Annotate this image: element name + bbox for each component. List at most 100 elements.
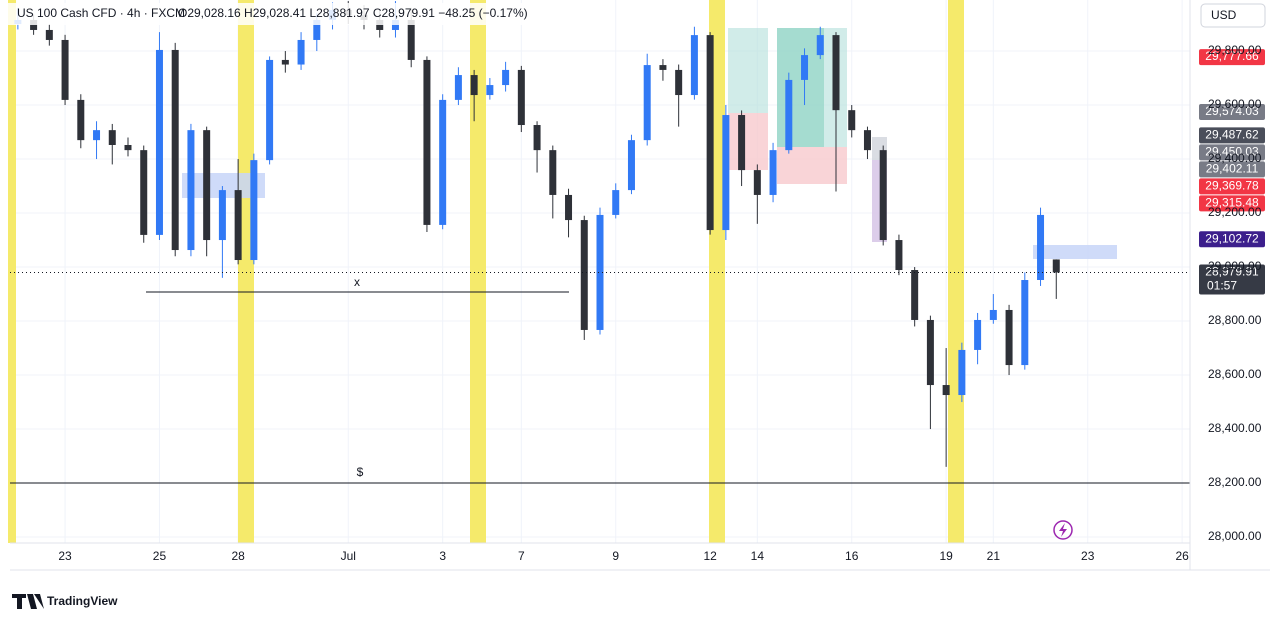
candle-body [989,309,997,320]
candle-body [281,59,289,65]
candle-body [266,59,274,161]
price-label: 29,315.48 [1205,196,1259,210]
session-band [238,0,254,543]
candle-body [895,240,903,271]
price-label-box [1199,161,1265,178]
symbol: US 100 Cash CFD · 4h · FXCM [17,6,185,20]
y-tick-label: 28,600.00 [1208,367,1262,381]
y-tick-label: 29,800.00 [1208,43,1262,57]
x-tick-label: 3 [439,549,446,563]
candle-body [785,79,793,151]
candle-body [297,39,305,65]
candle-body [565,194,573,221]
x-tick-label: 21 [987,549,1001,563]
candle-body [816,35,824,56]
logo[interactable]: TradingView [47,594,118,608]
candle-body [517,69,525,126]
candle-body [832,35,840,111]
x-tick-label: 25 [153,549,167,563]
candle-body [439,99,447,225]
zone [1033,245,1117,259]
price-label: 29,487.62 [1205,128,1259,142]
y-tick-label: 29,000.00 [1208,259,1262,273]
candle-body [533,125,541,151]
price-label: 29,574.03 [1205,104,1259,118]
x-tick-label: 7 [518,549,525,563]
candle-body [407,19,415,60]
candle-body [612,190,620,215]
y-tick-label: 28,400.00 [1208,421,1262,435]
candles [14,1,1060,467]
ohlc: O29,028.16 H29,028.41 L28,881.97 C28,979… [178,6,528,20]
alert-icon[interactable] [1053,520,1073,540]
candle-body [218,190,226,241]
candle-body [313,19,321,40]
candle-body [1005,309,1013,366]
candle-body [958,349,966,396]
price-label: 29,369.78 [1205,179,1259,193]
candle-body [203,130,211,241]
price-label-box [1199,127,1265,144]
candle-body [45,29,53,40]
candle-body [1052,259,1060,273]
currency[interactable]: USD [1211,8,1237,22]
session-band [948,0,964,543]
y-tick-label: 28,200.00 [1208,475,1262,489]
candle-body [1037,214,1045,281]
price-label-box [1199,195,1265,212]
x-tick-label: 19 [939,549,953,563]
stop-zone [728,113,768,170]
candle-body [549,150,557,195]
logo-mark[interactable] [12,594,44,609]
price-label-box [1199,49,1265,66]
candle-body [643,65,651,141]
session-band [8,0,16,543]
y-tick-label: 28,000.00 [1208,529,1262,543]
candle-body [250,160,258,261]
target-zone [728,28,768,113]
y-tick-label: 29,200.00 [1208,205,1262,219]
candle-body [423,59,431,225]
x-tick-label: Jul [341,549,356,563]
candle-body [470,75,478,96]
x-tick-label: 28 [231,549,245,563]
candle-body [659,65,667,70]
candle-body [1021,280,1029,366]
candle-body [879,150,887,241]
price-label-box [1199,144,1265,161]
x-tick-label: 12 [703,549,717,563]
x-tick-label: 16 [845,549,859,563]
candle-body [454,75,462,100]
candle-body [753,170,761,195]
annotation: $ [357,465,364,479]
candle-body [974,319,982,350]
candle-body [848,110,856,131]
candle-body [502,69,510,86]
target-zone [777,28,824,147]
price-label-box [1199,178,1265,195]
candle-body [596,214,604,330]
candle-body [801,55,809,80]
candle-body [627,140,635,191]
countdown: 01:57 [1207,279,1237,293]
candle-body [77,99,85,141]
annotation: x [354,275,360,289]
price-label-box [1199,231,1265,248]
candle-body [706,35,714,231]
session-band [470,0,486,543]
x-tick-label: 9 [612,549,619,563]
alert-icon-bolt [1059,523,1067,537]
y-tick-label: 28,800.00 [1208,313,1262,327]
candle-body [911,270,919,320]
currency-button[interactable] [1200,3,1266,28]
candle-body [61,39,69,100]
price-labels: 29,777.6629,574.0329,487.6229,450.0329,4… [10,49,1265,295]
candle-body [140,150,148,235]
x-tick-label: 23 [1081,549,1095,563]
price-label: 28,979.91 [1205,265,1259,279]
candle-body [942,385,950,396]
header-bg [8,3,538,25]
x-tick-label: 14 [751,549,765,563]
candle-body [171,49,179,251]
